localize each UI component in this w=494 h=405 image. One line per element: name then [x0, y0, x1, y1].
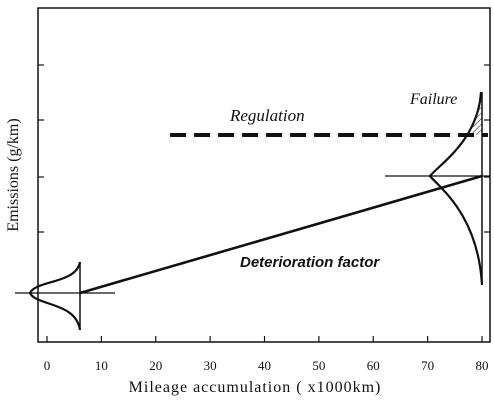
x-tick-label: 10: [95, 358, 108, 373]
x-ticks: 0 10 20 30 40 50 60 70 80: [44, 336, 489, 373]
failure-area: [470, 92, 482, 135]
deterioration-label: Deterioration factor: [240, 254, 380, 271]
x-tick-label: 80: [476, 358, 489, 373]
final-distribution: [428, 91, 484, 286]
x-tick-label: 60: [367, 358, 380, 373]
x-tick-label: 20: [149, 358, 162, 373]
x-tick-label: 50: [312, 358, 325, 373]
x-tick-label: 0: [44, 358, 51, 373]
x-tick-label: 70: [421, 358, 434, 373]
initial-distribution: [28, 261, 82, 331]
plot-frame: [37, 7, 491, 343]
x-axis-label: Mileage accumulation ( x1000km): [129, 379, 382, 396]
y-axis-label: Emissions (g/km): [5, 118, 22, 231]
x-tick-label: 30: [204, 358, 217, 373]
failure-label: Failure: [409, 91, 457, 108]
deterioration-line: [79, 174, 483, 295]
y-ticks: [38, 64, 490, 233]
x-tick-label: 40: [258, 358, 271, 373]
regulation-label: Regulation: [229, 106, 305, 125]
